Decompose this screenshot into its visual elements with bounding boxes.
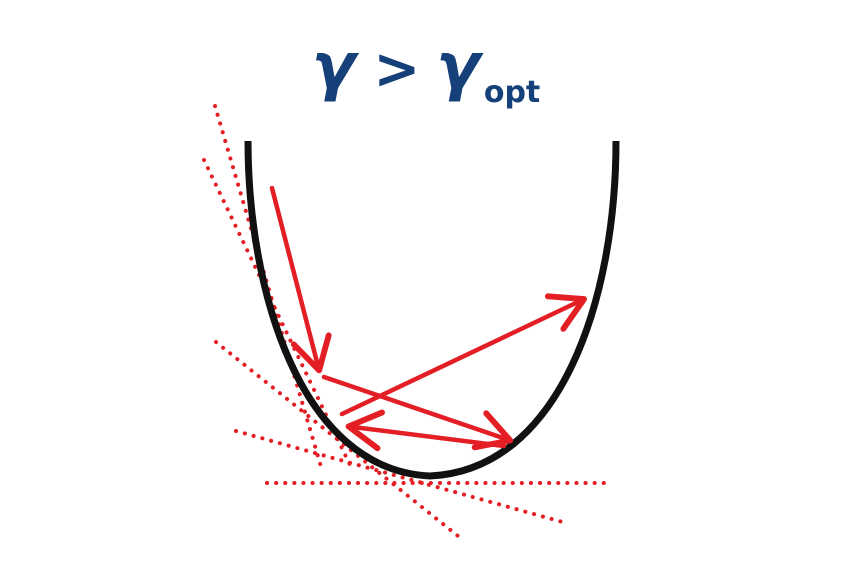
diagram-title: γ > γopt: [0, 30, 852, 110]
step-arrow-4: [339, 293, 587, 417]
tangent-line-3: [214, 340, 460, 538]
greater-than-operator: >: [373, 37, 421, 102]
loss-curve: [244, 140, 620, 480]
step-arrows: [269, 185, 587, 452]
gamma-opt-symbol: γ: [436, 30, 482, 104]
tangent-line-4: [234, 429, 568, 525]
step-arrow-3: [345, 409, 507, 452]
step-arrow-2: [321, 374, 514, 451]
tangent-line-2: [202, 158, 352, 467]
step-arrow-1: [269, 185, 332, 374]
gamma-symbol: γ: [311, 30, 358, 104]
opt-subscript: opt: [483, 75, 541, 110]
